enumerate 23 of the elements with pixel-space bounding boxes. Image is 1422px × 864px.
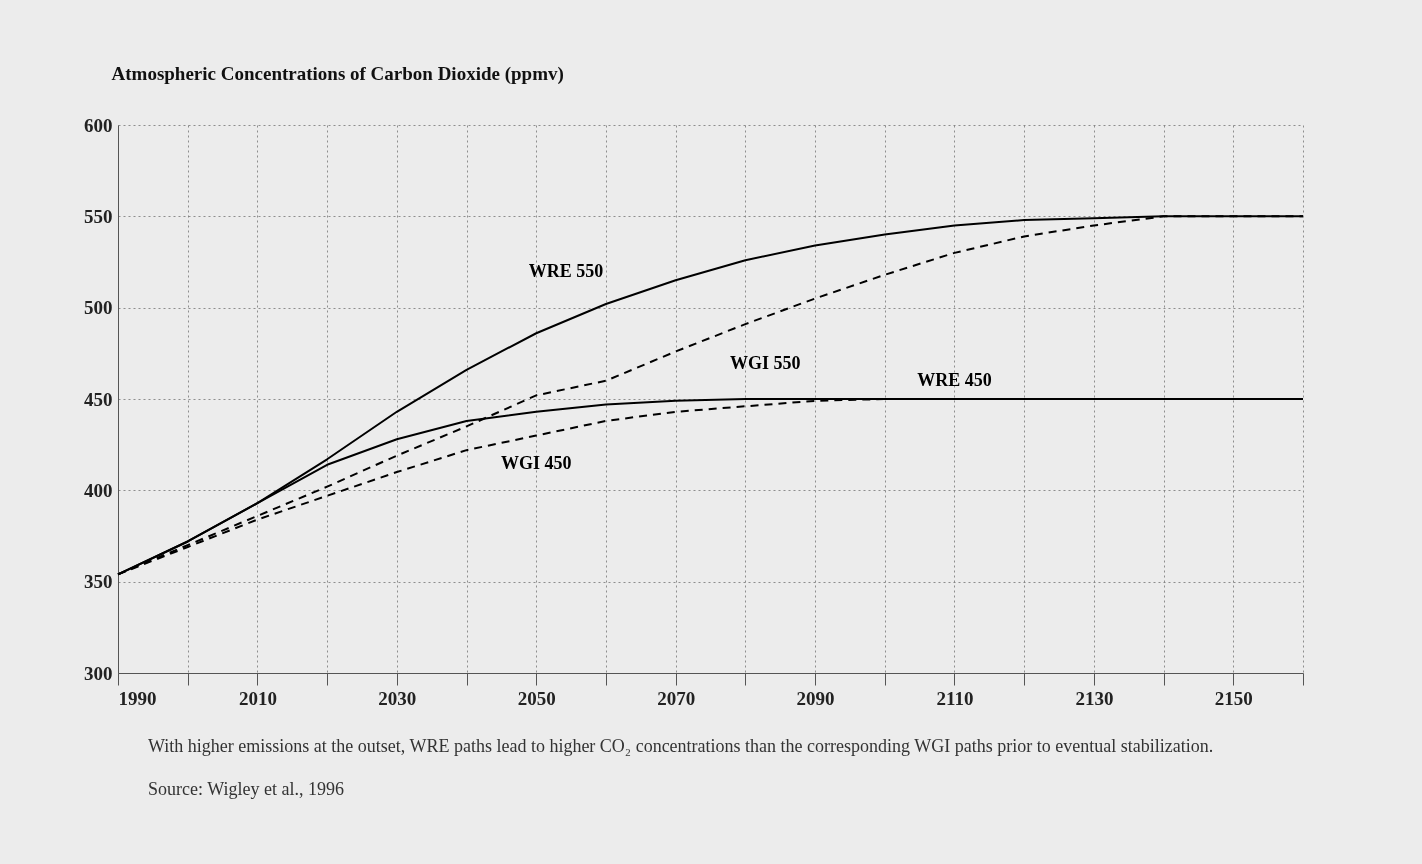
y-tick-label: 550 [84,205,113,227]
x-tick-label: 2050 [517,687,556,709]
x-tick-label: 2090 [796,687,835,709]
x-tick-label: 2150 [1214,687,1253,709]
x-tick-label: 2030 [378,687,417,709]
chart-title: Atmospheric Concentrations of Carbon Dioxide (ppmv) [111,63,564,85]
x-tick-label: 2130 [1075,687,1114,709]
y-tick-label: 450 [84,388,113,410]
x-tick-label: 2110 [936,687,974,709]
x-tick-label: 1990 [118,687,157,709]
y-tick-label: 300 [84,662,113,684]
x-tick-label: 2010 [238,687,277,709]
text: With higher emissions at the outset, WRE paths lead to higher CO₂ concentrations than the corresponding WGI paths prior to eventual stabilization. [148,736,1215,757]
series-label: WRE 450 [917,370,992,390]
series-label: WGI 550 [730,353,801,374]
x-tick-label: 2070 [657,687,696,709]
y-tick-label: 350 [84,571,113,593]
series-label: WGI 450 [500,452,572,473]
y-tick-label: 400 [84,479,113,501]
series-label: WRE 550 [528,261,604,282]
y-tick-label: 500 [84,297,113,319]
y-tick-label: 600 [84,114,113,136]
source-note: Source: Wigley et al., 1996 [148,779,345,800]
